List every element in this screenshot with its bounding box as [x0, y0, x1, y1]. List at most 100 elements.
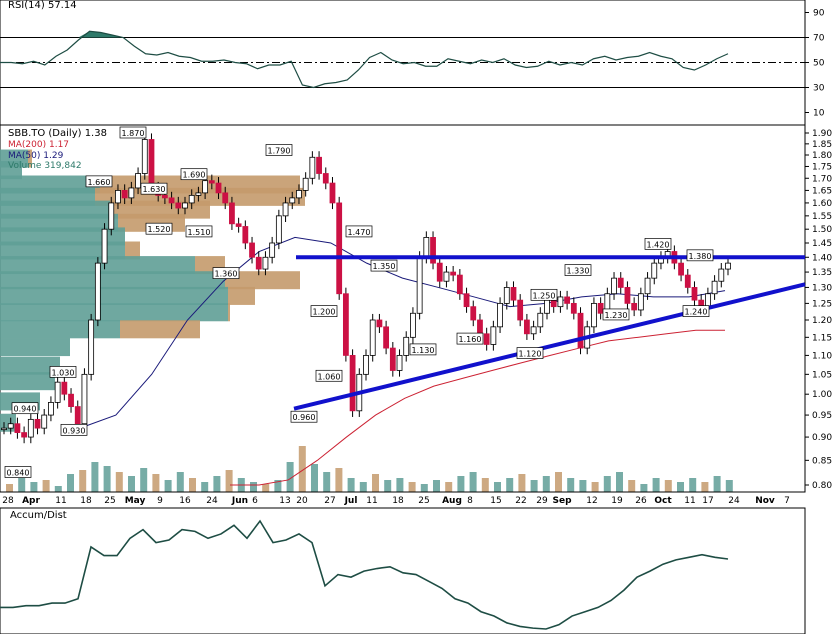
candle-body	[1, 427, 7, 431]
price-annotation-text: 1.870	[122, 129, 145, 138]
candle-body	[477, 319, 483, 335]
date-tick-label: Nov	[755, 496, 775, 506]
price-annotation-box	[644, 238, 672, 250]
price-annotation-box	[180, 168, 208, 181]
volume-bar	[115, 472, 123, 492]
candle-body	[21, 432, 28, 438]
price-annotation-text: 0.960	[293, 413, 316, 422]
price-annotation-text: 1.250	[533, 291, 556, 300]
volume-bar	[445, 482, 453, 492]
candle-body	[41, 414, 48, 429]
volume-bar	[689, 478, 697, 492]
price-annotation-box	[4, 466, 32, 478]
volume-bar	[79, 470, 87, 492]
candle-body	[637, 293, 644, 311]
price-tick-label: 1.35	[812, 268, 832, 278]
date-tick-label: 25	[418, 496, 429, 506]
volume-bar	[140, 468, 148, 492]
candle-body	[591, 302, 597, 328]
price-annotation-box	[140, 182, 168, 195]
volume-bar	[176, 472, 184, 492]
candle-body	[564, 296, 571, 304]
trendlines	[293, 255, 806, 411]
ma50-line	[79, 236, 726, 429]
candle-body	[275, 215, 282, 244]
price-annotation-text: 1.160	[459, 335, 482, 344]
price-annotation-text: 1.510	[188, 228, 211, 237]
date-tick-label: 25	[104, 496, 115, 506]
date-tick-label: 17	[702, 496, 713, 506]
price-annotation-box	[49, 366, 77, 378]
vbp-bar-up	[0, 320, 120, 339]
volume-bar	[542, 476, 550, 492]
candle-body	[470, 306, 477, 321]
vbp-bar-down	[225, 271, 300, 290]
axes: 90 70 50 30 10 1.901.851.801.75 1.70 1.65 1.60 1.…	[0, 9, 832, 506]
volume-bar	[457, 476, 465, 492]
price-annotation-text: 1.380	[689, 252, 712, 261]
candle-body	[242, 226, 249, 244]
volume-bar	[225, 470, 233, 492]
candle-body	[410, 312, 416, 338]
price-annotation-box	[602, 308, 630, 321]
volume-bar	[274, 480, 282, 492]
price-annotation-box	[564, 264, 592, 276]
price-annotation-text: 1.200	[313, 308, 336, 317]
candle-body	[255, 256, 262, 270]
candle-body	[7, 423, 14, 429]
candle-body	[229, 202, 235, 225]
candle-body	[517, 299, 524, 321]
candle-body	[108, 202, 115, 230]
rsi-line	[0, 30, 729, 89]
candles	[1, 133, 731, 444]
price-tick-label: 1.40	[812, 253, 832, 263]
candle-body	[436, 262, 443, 282]
candle-body	[456, 274, 463, 295]
price-annotation-box	[265, 144, 293, 156]
candle-body	[202, 180, 209, 194]
price-tick-label: 1.90	[812, 129, 832, 139]
price-tick-label: 1.00	[812, 390, 832, 400]
candle-body	[101, 228, 108, 264]
date-tick-label: 22	[515, 496, 526, 506]
vbp-bar-up	[0, 227, 125, 246]
volume-bar	[152, 474, 160, 492]
symbol-label: SBB.TO (Daily) 1.38	[8, 128, 107, 139]
volume-bar	[335, 468, 343, 492]
date-tick-label: 6	[252, 496, 258, 506]
vbp-bar-up	[0, 161, 22, 180]
date-tick-label: 24	[728, 496, 740, 506]
volume-bar	[677, 482, 684, 492]
volume-label: Volume 319,842	[8, 161, 82, 171]
candle-body	[530, 326, 537, 335]
date-tick-label: 18	[392, 496, 404, 506]
candle-body	[135, 173, 141, 189]
candle-body	[322, 173, 329, 184]
candle-body	[349, 355, 356, 412]
volume-bar	[591, 482, 599, 492]
candle-body	[704, 293, 711, 308]
candle-body	[557, 296, 564, 308]
price-annotation-box	[145, 222, 173, 235]
rsi-label: RSI(14) 57.14	[8, 0, 77, 11]
volume-bar	[213, 476, 221, 492]
price-annotation-text: 1.630	[143, 185, 166, 194]
date-tick-label: 11	[366, 496, 377, 506]
price-tick-label: 1.70	[812, 174, 832, 184]
candle-body	[537, 312, 544, 328]
candle-body	[550, 299, 557, 308]
volume-bar	[384, 480, 392, 492]
volume-bar	[530, 480, 538, 492]
volume-bar	[347, 478, 355, 492]
price-annotation-text: 0.930	[63, 426, 86, 435]
volume-bar	[323, 472, 331, 492]
price-annotation-text: 1.360	[215, 270, 238, 279]
candle-body	[14, 423, 21, 433]
candle-body	[309, 156, 316, 179]
price-annotation-text: 1.470	[348, 228, 371, 237]
volume-bars	[6, 446, 733, 492]
volume-bar	[262, 484, 270, 492]
price-tick-label: 1.45	[812, 239, 832, 249]
volume-bar	[6, 484, 13, 492]
price-annotations: 1.870 1.660 1.630 1.690 1.790 1.520 1.510 1.360…	[4, 126, 714, 478]
